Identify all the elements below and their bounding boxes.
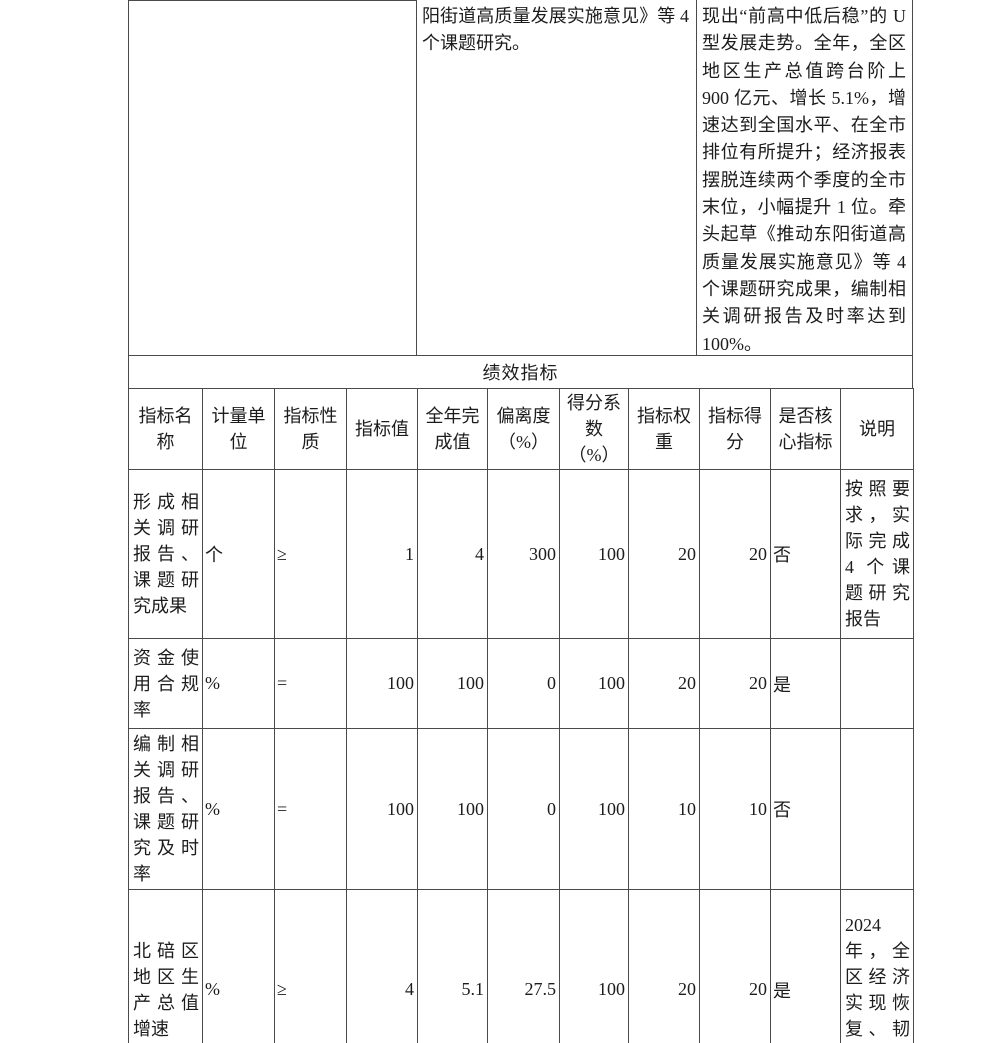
col-header-score-coefficient: 得分系数 （%） (559, 388, 629, 470)
indicator-row: 北碚区地区生产总值增速 % ≥ 4 5.1 27.5 100 20 20 是 2… (128, 889, 914, 1043)
cell-unit: 个 (202, 469, 275, 639)
cell-completed-value: 100 (417, 638, 488, 729)
cell-is-core: 否 (770, 469, 841, 639)
cell-score: 20 (699, 469, 771, 639)
col-header-deviation: 偏离度 （%） (487, 388, 560, 470)
cell-score: 20 (699, 889, 771, 1043)
col-header-weight: 指标权重 (628, 388, 700, 470)
cell-indicator-name: 北碚区地区生产总值增速 (128, 889, 203, 1043)
cell-unit: % (202, 889, 275, 1043)
col-header-score: 指标得分 (699, 388, 771, 470)
cell-note (840, 728, 914, 890)
cell-indicator-name: 编制相关调研报告、课题研究及时率 (128, 728, 203, 890)
cell-score-coefficient: 100 (559, 728, 629, 890)
col-header-completed-value: 全年完成值 (417, 388, 488, 470)
cell-nature: = (274, 728, 347, 890)
report-table: 阳街道高质量发展实施意见》等 4 个课题研究。 现出“前高中低后稳”的 U 型发… (128, 0, 914, 1043)
cell-score: 10 (699, 728, 771, 890)
col-header-unit: 计量单位 (202, 388, 275, 470)
col-header-is-core: 是否核心指标 (770, 388, 841, 470)
cell-deviation: 300 (487, 469, 560, 639)
cell-note: 2024年，全区经济实现恢复、韧性增长 (840, 889, 914, 1043)
cell-target-value: 100 (346, 638, 418, 729)
indicator-row: 形成相关调研报告、课题研究成果 个 ≥ 1 4 300 100 20 20 否 … (128, 469, 914, 639)
cell-weight: 20 (628, 889, 700, 1043)
cell-target-value: 100 (346, 728, 418, 890)
cell-is-core: 是 (770, 889, 841, 1043)
cell-completed-value: 100 (417, 728, 488, 890)
cell-note (840, 638, 914, 729)
cell-weight: 20 (628, 638, 700, 729)
indicator-row: 编制相关调研报告、课题研究及时率 % = 100 100 0 100 10 10… (128, 728, 914, 890)
section-title-text: 绩效指标 (482, 363, 559, 383)
cell-indicator-name: 形成相关调研报告、课题研究成果 (128, 469, 203, 639)
cell-nature: ≥ (274, 469, 347, 639)
continuation-activity-text: 阳街道高质量发展实施意见》等 4 个课题研究。 (417, 0, 697, 355)
cell-is-core: 是 (770, 638, 841, 729)
cell-unit: % (202, 638, 275, 729)
cell-score: 20 (699, 638, 771, 729)
col-header-note: 说明 (840, 388, 914, 470)
cell-score-coefficient: 100 (559, 469, 629, 639)
cell-score-coefficient: 100 (559, 889, 629, 1043)
cell-target-value: 1 (346, 469, 418, 639)
continuation-empty-cell (128, 0, 417, 355)
cell-weight: 10 (628, 728, 700, 890)
continuation-result-text: 现出“前高中低后稳”的 U 型发展走势。全年，全区地区生产总值跨台阶上 900 … (697, 0, 913, 355)
cell-note: 按照要求，实际完成 4 个课题研究报告 (840, 469, 914, 639)
col-header-nature: 指标性质 (274, 388, 347, 470)
cell-indicator-name: 资金使用合规率 (128, 638, 203, 729)
indicator-row: 资金使用合规率 % = 100 100 0 100 20 20 是 (128, 638, 914, 729)
cell-is-core: 否 (770, 728, 841, 890)
performance-indicators-table: 指标名称 计量单位 指标性质 指标值 全年完成值 偏离度 （%） 得分系数 （%… (128, 388, 914, 1043)
cell-deviation: 0 (487, 728, 560, 890)
indicator-header-row: 指标名称 计量单位 指标性质 指标值 全年完成值 偏离度 （%） 得分系数 （%… (128, 388, 914, 470)
cell-completed-value: 5.1 (417, 889, 488, 1043)
col-header-target-value: 指标值 (346, 388, 418, 470)
col-header-indicator-name: 指标名称 (128, 388, 203, 470)
cell-target-value: 4 (346, 889, 418, 1043)
cell-deviation: 27.5 (487, 889, 560, 1043)
cell-nature: = (274, 638, 347, 729)
cell-completed-value: 4 (417, 469, 488, 639)
cell-deviation: 0 (487, 638, 560, 729)
cell-unit: % (202, 728, 275, 890)
table-continuation-row: 阳街道高质量发展实施意见》等 4 个课题研究。 现出“前高中低后稳”的 U 型发… (128, 0, 913, 355)
cell-nature: ≥ (274, 889, 347, 1043)
cell-weight: 20 (628, 469, 700, 639)
cell-score-coefficient: 100 (559, 638, 629, 729)
section-header-performance-indicators: 绩效指标 (128, 355, 913, 388)
